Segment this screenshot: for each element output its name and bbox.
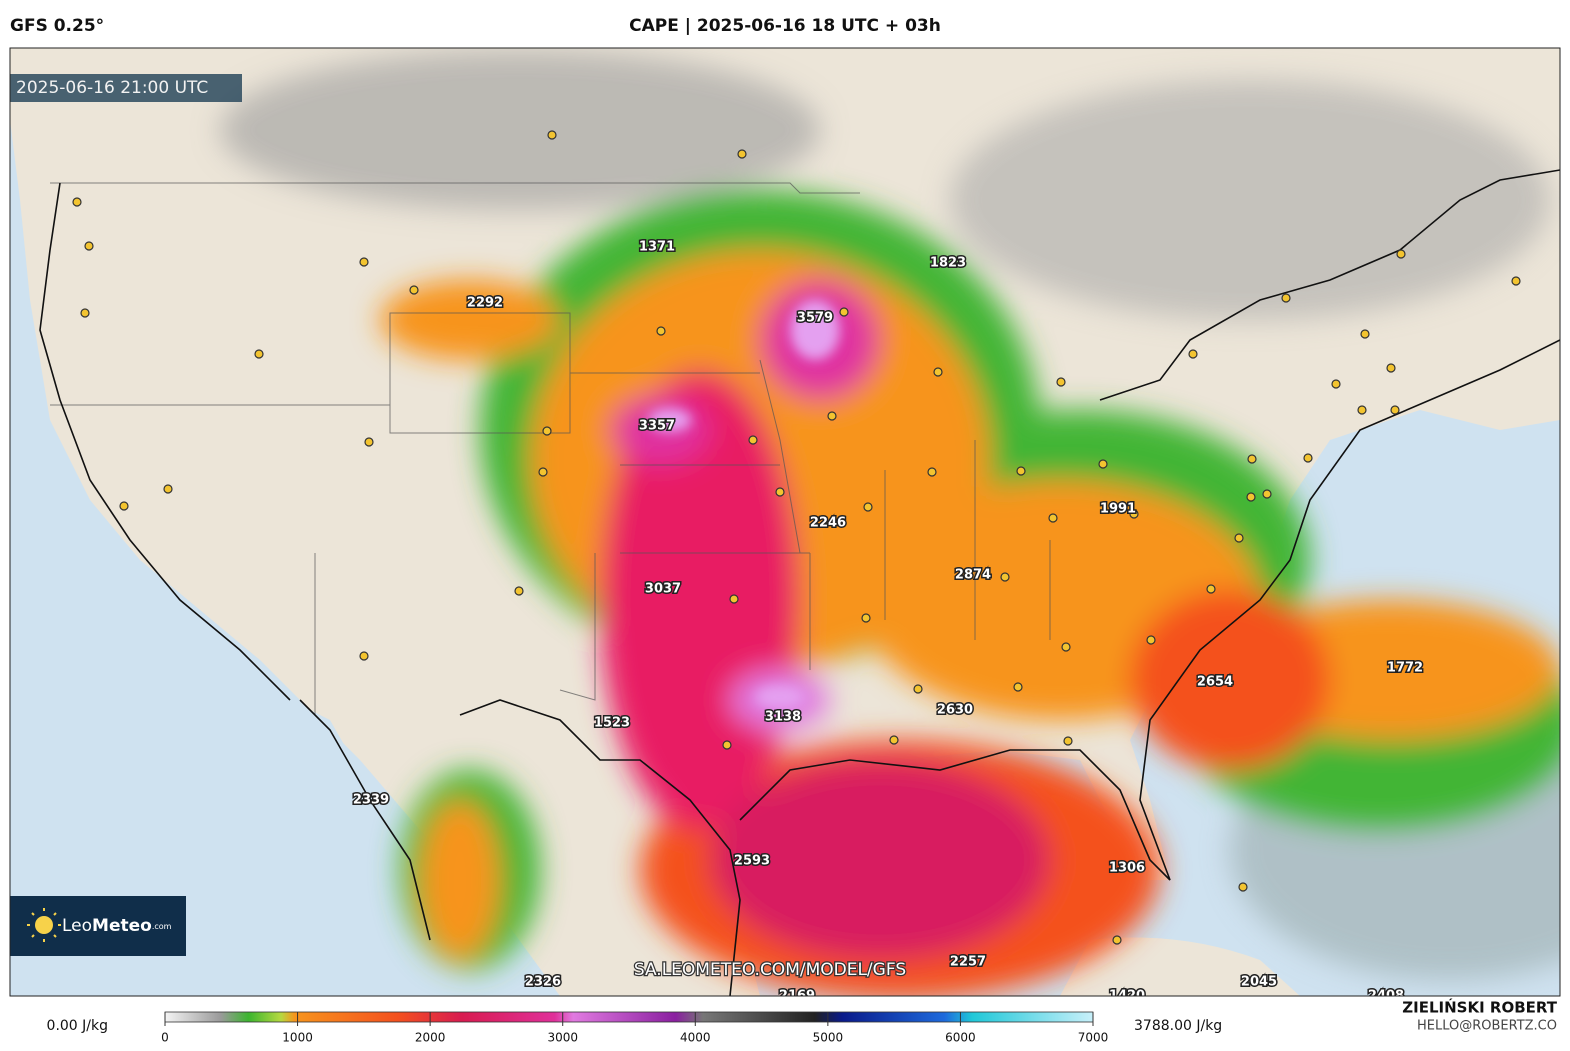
gulf-of-california xyxy=(290,700,430,940)
cape-label: 2045 xyxy=(1241,975,1277,990)
min-value: 0.00 J/kg xyxy=(47,1018,108,1034)
cape-label: 1991 xyxy=(1100,502,1136,517)
cape-label: 2593 xyxy=(734,854,770,869)
cape-label: 3579 xyxy=(797,311,833,326)
cape-label: 2408 xyxy=(1368,989,1404,1004)
cape-label: 2630 xyxy=(937,703,973,718)
logo-sun xyxy=(35,916,53,934)
valid-time-box xyxy=(10,74,242,102)
cape-label: 2339 xyxy=(353,793,389,808)
watermark: SA.LEOMETEO.COM/MODEL/GFS xyxy=(634,960,906,980)
colorbar-tick-label: 4000 xyxy=(680,1031,711,1045)
cape-label: 3357 xyxy=(639,419,675,434)
valid-time: 2025-06-16 21:00 UTC xyxy=(16,78,208,98)
cape-label: 1772 xyxy=(1387,661,1423,676)
cape-label: 1523 xyxy=(594,716,630,731)
cape-label: 2169 xyxy=(779,989,815,1004)
logo-rays xyxy=(27,908,61,942)
map: 1371 1823 2292 3579 3357 2246 1991 2874 3037 2654… xyxy=(10,48,1560,1004)
colorbar-tick-label: 1000 xyxy=(282,1031,313,1045)
cape-label: 1420 xyxy=(1109,989,1145,1004)
colorbar xyxy=(164,1011,1094,1023)
cape-labels: 1371 1823 2292 3579 3357 2246 1991 2874 3037 2654… xyxy=(351,238,1424,1004)
cape-label: 2246 xyxy=(810,516,846,531)
cape-field xyxy=(220,50,1560,996)
coastlines xyxy=(39,169,1560,996)
logo-suffix: .com xyxy=(152,922,172,931)
state-borders xyxy=(10,48,1051,996)
author: ZIELIŃSKI ROBERT xyxy=(1402,998,1557,1017)
max-value: 3788.00 J/kg xyxy=(1134,1018,1222,1034)
cape-label: 2292 xyxy=(467,296,503,311)
map-frame xyxy=(9,47,1561,997)
city-markers xyxy=(72,130,1521,945)
colorbar-tick-label: 0 xyxy=(161,1031,169,1045)
cape-label: 3037 xyxy=(645,582,681,597)
colorbar-tick-label: 5000 xyxy=(813,1031,844,1045)
cape-label: 2257 xyxy=(950,955,986,970)
contact: HELLO@ROBERTZ.CO xyxy=(1417,1019,1557,1034)
cape-label: 1306 xyxy=(1109,861,1145,876)
cuba xyxy=(1060,937,1300,996)
cape-label: 2654 xyxy=(1197,675,1233,690)
model-name: GFS 0.25° xyxy=(10,16,104,36)
cape-label: 1823 xyxy=(930,256,966,271)
cape-label: 2874 xyxy=(955,568,991,583)
colorbar-tick-label: 2000 xyxy=(415,1031,446,1045)
highlights xyxy=(648,300,840,709)
colorbar-ticks: 0 1000 2000 3000 4000 5000 6000 7000 xyxy=(161,1012,1108,1045)
cape-label: 3138 xyxy=(765,710,801,725)
logo-name: Leo xyxy=(62,916,92,936)
logo-text: LeoMeteo.com xyxy=(62,916,172,936)
cape-label: 2326 xyxy=(525,975,561,990)
cape-label: 1371 xyxy=(639,240,675,255)
colorbar-tick-label: 3000 xyxy=(547,1031,578,1045)
colorbar-tick-label: 7000 xyxy=(1078,1031,1109,1045)
colorbar-tick-label: 6000 xyxy=(945,1031,976,1045)
map-title: CAPE | 2025-06-16 18 UTC + 03h xyxy=(629,16,941,36)
logo-name-bold: Meteo xyxy=(92,916,152,936)
